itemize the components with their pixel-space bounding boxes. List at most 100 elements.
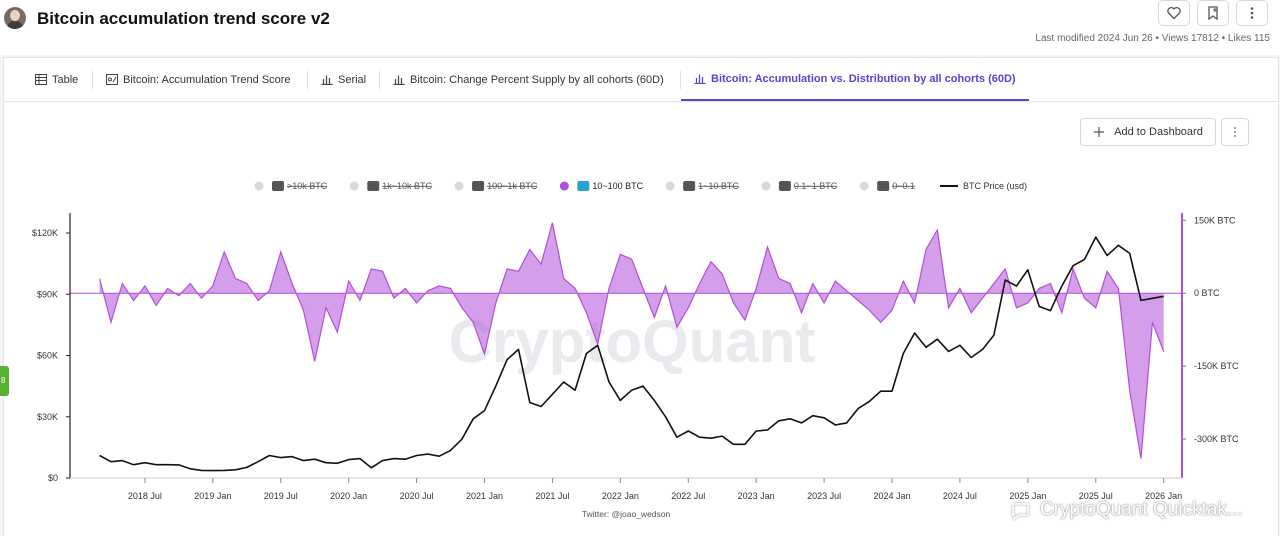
more-vertical-icon: [1250, 7, 1254, 19]
legend-dot: [559, 181, 569, 191]
y-right-tick-label: -300K BTC: [1194, 434, 1239, 444]
legend-label: 100~1k BTC: [487, 181, 538, 191]
y-left-tick-label: $90K: [37, 289, 58, 299]
price-layer: [99, 236, 1164, 472]
legend-dot: [761, 181, 771, 191]
chart-axes: $0 $30K $60K $90K $120K 150K BTC 0 BTC -150K BT…: [32, 213, 1239, 501]
credit-watermark: CryptoQuant Quicktak...: [1040, 499, 1243, 520]
tab-label: Table: [52, 73, 79, 86]
chat-bubble-icon: [1012, 503, 1029, 521]
x-tick-label: 2019 Jul: [264, 491, 298, 501]
legend-item[interactable]: BTC Price (usd): [939, 181, 1027, 191]
legend-dot: [254, 181, 264, 191]
x-tick-label: 2025 Jul: [1079, 491, 1113, 501]
tab-label: Bitcoin: Accumulation Trend Score: [123, 73, 291, 86]
tab-divider: [92, 71, 93, 89]
tab-table[interactable]: Table: [35, 58, 78, 101]
chart-more-button[interactable]: [1221, 118, 1249, 146]
legend-label: 1k~10k BTC: [382, 181, 432, 191]
legend-dot: [454, 181, 464, 191]
x-tick-label: 2018 Jul: [128, 491, 162, 501]
legend-item[interactable]: 100~1k BTC: [454, 181, 538, 191]
x-tick-label: 2023 Jan: [738, 491, 775, 501]
x-tick-label: 2022 Jan: [602, 491, 639, 501]
tab-label: Serial: [338, 73, 367, 86]
y-left-tick-label: $120K: [32, 228, 58, 238]
legend-cohort-icon: [577, 181, 590, 191]
legend-dot: [859, 181, 869, 191]
tab-serial[interactable]: Serial: [321, 58, 366, 101]
legend-item[interactable]: 10~100 BTC: [559, 181, 644, 191]
legend-label: 0.1~1 BTC: [794, 181, 838, 191]
chart-legend: >10k BTC 1k~10k BTC 100~1k BTC 10~100 BTC 1~…: [254, 181, 1027, 191]
tab-label: Bitcoin: Change Percent Supply by all co…: [410, 73, 664, 86]
bookmark-button[interactable]: [1197, 0, 1229, 26]
page-title: Bitcoin accumulation trend score v2: [37, 9, 330, 28]
x-tick-label: 2024 Jan: [873, 491, 910, 501]
heart-icon: [1167, 6, 1181, 20]
legend-dot: [349, 181, 359, 191]
legend-item[interactable]: 0.1~1 BTC: [761, 181, 838, 191]
bookmark-icon: [1208, 6, 1218, 21]
tab-accumulation-trend-score[interactable]: Bitcoin: Accumulation Trend Score: [106, 58, 291, 101]
x-tick-label: 2020 Jan: [330, 491, 367, 501]
source-note: Twitter: @joao_wedson: [582, 509, 671, 519]
page-meta: Last modified 2024 Jun 26 • Views 17812 …: [1035, 33, 1270, 44]
tab-change-percent-supply[interactable]: Bitcoin: Change Percent Supply by all co…: [393, 58, 664, 101]
legend-cohort-icon: [367, 181, 380, 191]
y-right-tick-label: 0 BTC: [1194, 288, 1220, 298]
x-tick-label: 2019 Jan: [194, 491, 231, 501]
table-icon: [35, 74, 47, 85]
tab-bar: Table Bitcoin: Accumulation Trend Score …: [4, 58, 1278, 102]
x-tick-label: 2025 Jan: [1009, 491, 1046, 501]
y-left-tick-label: $30K: [37, 412, 58, 422]
x-tick-label: 2023 Jul: [807, 491, 841, 501]
bar-chart-icon: [393, 74, 405, 85]
y-right-tick-label: -150K BTC: [1194, 361, 1239, 371]
legend-cohort-icon: [472, 181, 485, 191]
x-tick-label: 2021 Jan: [466, 491, 503, 501]
add-to-dashboard-button[interactable]: Add to Dashboard: [1080, 118, 1216, 146]
x-tick-label: 2020 Jul: [400, 491, 434, 501]
price-line: [99, 236, 1164, 472]
legend-label: 0~0.1: [892, 181, 915, 191]
legend-label: BTC Price (usd): [963, 181, 1027, 191]
legend-label: >10k BTC: [287, 181, 328, 191]
more-options-button[interactable]: [1236, 0, 1268, 26]
series-area-fill: [99, 222, 1164, 459]
area-layer: [70, 222, 1182, 459]
more-vertical-icon: [1233, 126, 1237, 138]
like-button[interactable]: [1158, 0, 1190, 26]
legend-item[interactable]: >10k BTC: [254, 181, 328, 191]
tab-label: Bitcoin: Accumulation vs. Distribution b…: [711, 72, 1016, 85]
legend-cohort-icon: [683, 181, 696, 191]
legend-item[interactable]: 1k~10k BTC: [349, 181, 433, 191]
tab-divider: [680, 71, 681, 89]
y-left-tick-label: $0: [48, 473, 58, 483]
legend-label: 1~10 BTC: [698, 181, 739, 191]
x-tick-label: 2021 Jul: [535, 491, 569, 501]
watermark: CryptoQuant: [449, 308, 816, 375]
score-icon: [106, 74, 118, 85]
tab-divider: [307, 71, 308, 89]
legend-cohort-icon: [778, 181, 791, 191]
x-tick-label: 2024 Jul: [943, 491, 977, 501]
top-bar: Bitcoin accumulation trend score v2 Last…: [0, 0, 1280, 55]
avatar[interactable]: [4, 7, 26, 29]
y-right-tick-label: 150K BTC: [1194, 215, 1236, 225]
legend-item[interactable]: 0~0.1: [859, 181, 915, 191]
x-tick-label: 2022 Jul: [671, 491, 705, 501]
legend-label: 10~100 BTC: [592, 181, 643, 191]
side-tab[interactable]: 8: [0, 366, 9, 396]
tab-accumulation-vs-distribution[interactable]: Bitcoin: Accumulation vs. Distribution b…: [681, 58, 1029, 101]
legend-dot: [665, 181, 675, 191]
y-left-tick-label: $60K: [37, 351, 58, 361]
side-tab-label: 8: [1, 376, 6, 385]
bar-chart-icon: [321, 74, 333, 85]
bar-chart-icon: [694, 73, 706, 84]
tab-divider: [379, 71, 380, 89]
legend-item[interactable]: 1~10 BTC: [665, 181, 740, 191]
x-tick-label: 2026 Jan: [1145, 491, 1182, 501]
legend-cohort-icon: [877, 181, 890, 191]
